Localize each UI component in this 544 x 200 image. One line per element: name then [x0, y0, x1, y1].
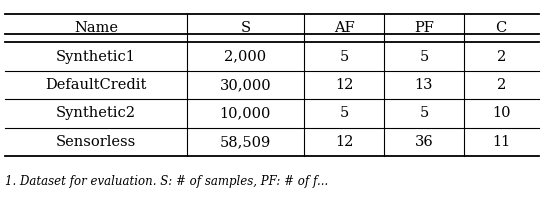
Text: 5: 5 — [419, 106, 429, 120]
Text: 13: 13 — [415, 78, 433, 92]
Text: 2,000: 2,000 — [224, 50, 267, 64]
Text: 11: 11 — [492, 135, 510, 149]
Text: Synthetic1: Synthetic1 — [56, 50, 136, 64]
Text: DefaultCredit: DefaultCredit — [45, 78, 147, 92]
Text: 12: 12 — [335, 78, 353, 92]
Text: C: C — [496, 21, 507, 35]
Text: 10: 10 — [492, 106, 510, 120]
Text: 30,000: 30,000 — [220, 78, 271, 92]
Text: Sensorless: Sensorless — [56, 135, 136, 149]
Text: 36: 36 — [415, 135, 434, 149]
Text: 1. Dataset for evaluation. S: # of samples, PF: # of f...: 1. Dataset for evaluation. S: # of sampl… — [5, 176, 329, 188]
Text: 2: 2 — [497, 78, 506, 92]
Text: Synthetic2: Synthetic2 — [56, 106, 136, 120]
Text: 5: 5 — [339, 50, 349, 64]
Text: S: S — [240, 21, 250, 35]
Text: 2: 2 — [497, 50, 506, 64]
Text: AF: AF — [333, 21, 354, 35]
Text: PF: PF — [414, 21, 434, 35]
Text: 12: 12 — [335, 135, 353, 149]
Text: 5: 5 — [339, 106, 349, 120]
Text: 58,509: 58,509 — [220, 135, 271, 149]
Text: Name: Name — [74, 21, 118, 35]
Text: 5: 5 — [419, 50, 429, 64]
Text: 10,000: 10,000 — [220, 106, 271, 120]
